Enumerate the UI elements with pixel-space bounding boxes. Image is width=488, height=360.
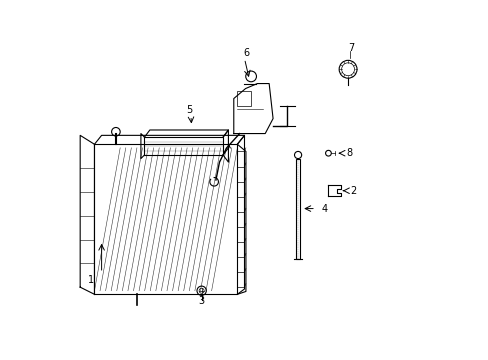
Text: 1: 1 bbox=[88, 275, 94, 285]
Bar bbox=[237, 91, 251, 106]
Text: 6: 6 bbox=[243, 48, 249, 58]
Text: 4: 4 bbox=[321, 203, 327, 213]
Text: 2: 2 bbox=[349, 186, 355, 196]
Text: 8: 8 bbox=[346, 148, 352, 158]
Text: 5: 5 bbox=[185, 105, 192, 115]
Text: 3: 3 bbox=[198, 296, 204, 306]
Text: 7: 7 bbox=[348, 43, 354, 53]
Bar bbox=[295, 158, 300, 258]
